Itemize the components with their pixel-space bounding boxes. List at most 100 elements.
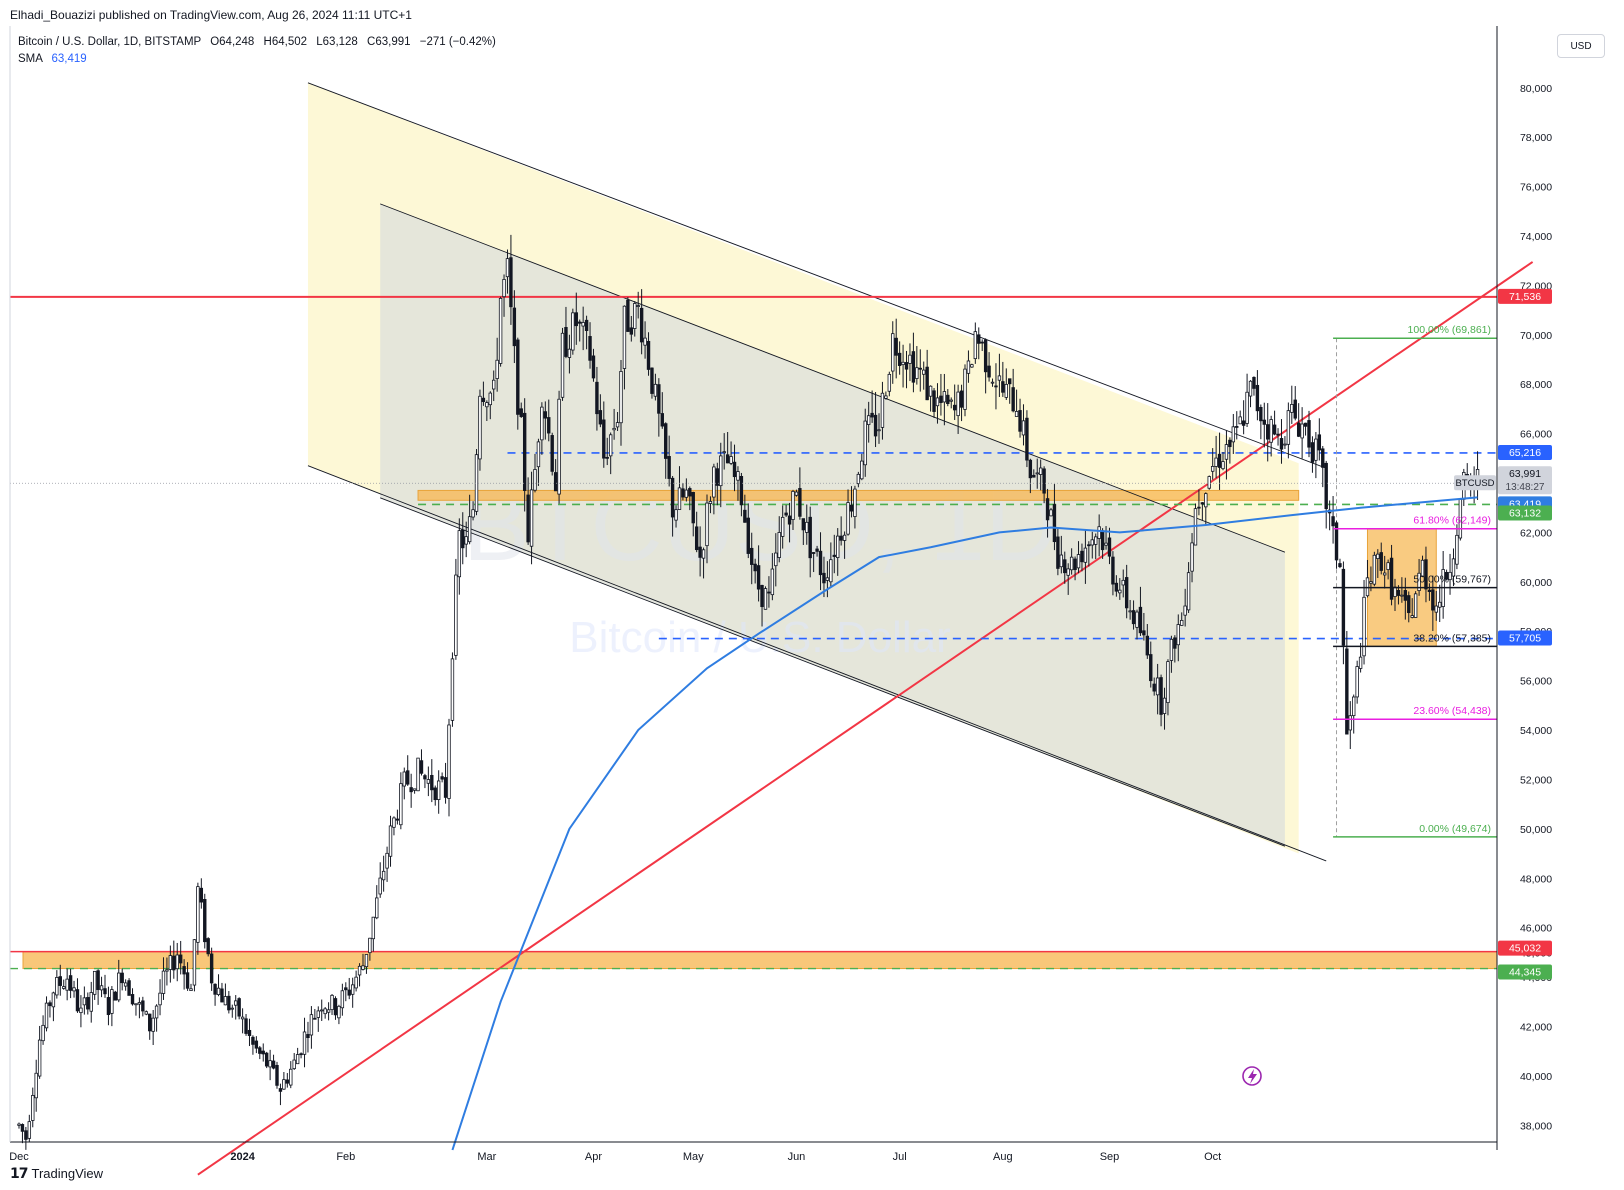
candle[interactable] (1035, 458, 1039, 489)
candle[interactable] (591, 348, 596, 382)
candle[interactable] (701, 547, 706, 579)
candle[interactable] (1379, 542, 1383, 575)
candle[interactable] (743, 494, 747, 523)
candle[interactable] (516, 337, 520, 430)
candle[interactable] (595, 366, 599, 431)
candle[interactable] (626, 297, 630, 332)
candle[interactable] (732, 444, 737, 492)
support-zone[interactable] (22, 951, 1498, 970)
candle[interactable] (196, 882, 200, 955)
candle[interactable] (209, 947, 214, 991)
candle[interactable] (522, 398, 527, 512)
candle[interactable] (1197, 489, 1201, 516)
candle[interactable] (285, 1073, 290, 1088)
candle[interactable] (1073, 556, 1077, 581)
candle[interactable] (1183, 588, 1187, 627)
candle[interactable] (1355, 660, 1359, 704)
candle[interactable] (1204, 492, 1208, 525)
candle[interactable] (581, 306, 585, 351)
candle[interactable] (1018, 398, 1022, 438)
candle[interactable] (1338, 558, 1342, 569)
candle[interactable] (313, 1008, 317, 1020)
candle[interactable] (1396, 585, 1401, 605)
candle[interactable] (354, 970, 358, 992)
candle[interactable] (110, 986, 114, 1027)
candle[interactable] (698, 526, 702, 577)
candle[interactable] (1369, 566, 1373, 592)
candle[interactable] (664, 422, 668, 479)
candle[interactable] (1025, 410, 1029, 468)
candle[interactable] (1438, 584, 1442, 623)
candle[interactable] (832, 534, 836, 574)
candle[interactable] (292, 1052, 296, 1070)
candle[interactable] (694, 511, 699, 553)
candle[interactable] (454, 558, 458, 660)
candle[interactable] (1255, 370, 1260, 421)
candle[interactable] (1424, 546, 1428, 603)
candle[interactable] (922, 361, 926, 390)
candle[interactable] (165, 957, 169, 986)
candle[interactable] (973, 322, 978, 364)
candle[interactable] (994, 363, 998, 410)
candle[interactable] (571, 308, 575, 355)
candle[interactable] (712, 463, 716, 515)
candle[interactable] (1455, 524, 1459, 570)
candle[interactable] (123, 979, 128, 991)
candle[interactable] (464, 521, 468, 558)
candle[interactable] (261, 1043, 265, 1062)
candle[interactable] (65, 968, 69, 1001)
candle[interactable] (1042, 466, 1046, 504)
candle[interactable] (918, 349, 922, 392)
candle[interactable] (1262, 402, 1266, 448)
candle[interactable] (24, 1126, 28, 1150)
candle[interactable] (1393, 578, 1397, 612)
candle[interactable] (399, 772, 403, 830)
candle[interactable] (1352, 694, 1356, 734)
candle[interactable] (1345, 631, 1349, 735)
candle[interactable] (1228, 437, 1232, 464)
candle[interactable] (512, 290, 517, 364)
candle[interactable] (1052, 484, 1057, 551)
candle[interactable] (254, 1036, 259, 1054)
candle[interactable] (192, 939, 197, 992)
candle[interactable] (1458, 497, 1463, 541)
candle[interactable] (911, 332, 916, 393)
candle[interactable] (729, 441, 733, 466)
candle[interactable] (1090, 531, 1094, 559)
candle[interactable] (220, 982, 224, 1003)
candle[interactable] (68, 968, 73, 999)
candle[interactable] (688, 486, 692, 511)
candle[interactable] (691, 491, 695, 537)
candle[interactable] (27, 1114, 32, 1142)
candle[interactable] (1142, 612, 1146, 641)
candle[interactable] (20, 1123, 25, 1144)
candle[interactable] (1066, 563, 1070, 595)
candle[interactable] (375, 885, 379, 920)
candle[interactable] (1286, 402, 1291, 459)
inner-channel-bottom-line[interactable] (380, 497, 1286, 847)
candle[interactable] (746, 503, 750, 559)
candle[interactable] (178, 940, 183, 975)
candle[interactable] (154, 1004, 159, 1032)
inner-channel-top-line[interactable] (380, 203, 1286, 553)
candle[interactable] (1310, 436, 1315, 473)
candle[interactable] (557, 390, 561, 504)
candle[interactable] (1104, 526, 1108, 550)
candle[interactable] (1283, 436, 1287, 450)
candle[interactable] (1317, 418, 1322, 461)
candle[interactable] (1293, 386, 1297, 421)
candle[interactable] (987, 352, 991, 382)
candle[interactable] (344, 982, 348, 1002)
candle[interactable] (1152, 677, 1156, 696)
candle[interactable] (1001, 361, 1005, 397)
candle[interactable] (756, 545, 761, 602)
candle[interactable] (419, 749, 424, 776)
candle[interactable] (928, 385, 933, 412)
candle[interactable] (237, 997, 241, 1020)
candle[interactable] (395, 809, 400, 825)
candle[interactable] (1217, 432, 1222, 490)
candle[interactable] (206, 937, 210, 957)
candle[interactable] (127, 978, 131, 996)
candle[interactable] (361, 953, 365, 971)
candle[interactable] (1173, 635, 1177, 663)
